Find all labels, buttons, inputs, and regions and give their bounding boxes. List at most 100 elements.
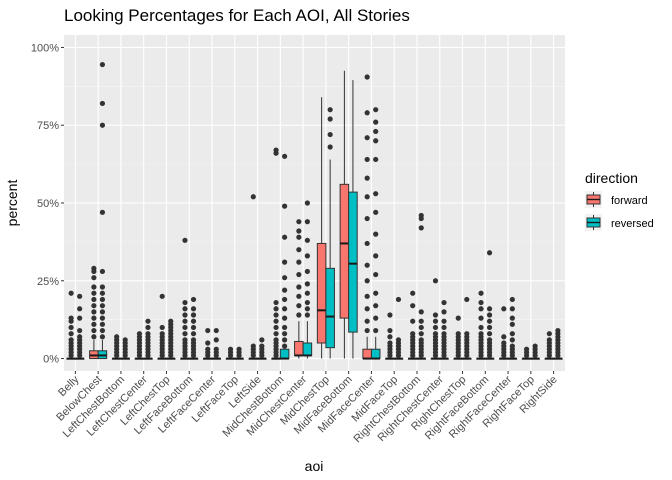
- outlier-point: [304, 299, 310, 306]
- outlier-point: [91, 284, 97, 290]
- box-forward: [111, 334, 122, 360]
- outlier-point: [364, 194, 370, 200]
- box-reversed: [416, 212, 427, 360]
- outlier-point: [364, 110, 370, 116]
- outlier-point: [182, 306, 188, 312]
- outlier-point: [441, 324, 447, 331]
- outlier-point: [418, 309, 424, 315]
- outlier-point: [273, 337, 279, 343]
- outlier-point: [273, 312, 279, 318]
- outlier-point: [373, 138, 379, 144]
- outlier-point: [77, 315, 83, 321]
- outlier-point: [464, 296, 470, 303]
- outlier-point: [77, 293, 83, 299]
- outlier-point: [77, 334, 83, 340]
- box-forward: [499, 306, 509, 360]
- outlier-point: [273, 318, 279, 324]
- box-reversed: [143, 318, 153, 360]
- outlier-point: [91, 315, 97, 321]
- outlier-point: [432, 278, 439, 284]
- outlier-point: [91, 327, 97, 334]
- outlier-point: [159, 293, 165, 299]
- box-reversed: [97, 61, 108, 360]
- outlier-point: [387, 327, 393, 334]
- outlier-point: [296, 293, 302, 299]
- outlier-point: [99, 334, 106, 340]
- outlier-point: [509, 315, 515, 321]
- outlier-point: [296, 228, 302, 234]
- y-axis: 0% 25% 50% 75% 100%: [31, 42, 64, 366]
- outlier-point: [296, 234, 302, 240]
- outlier-point: [182, 318, 188, 324]
- outlier-point: [509, 331, 515, 337]
- outlier-point: [523, 346, 530, 352]
- box-layer: [66, 61, 563, 360]
- outlier-point: [464, 331, 470, 337]
- outlier-point: [190, 296, 197, 303]
- outlier-point: [501, 306, 507, 312]
- outlier-point: [259, 343, 265, 349]
- box-rect: [339, 183, 350, 319]
- legend-item-forward: forward: [585, 191, 648, 208]
- outlier-point: [282, 296, 288, 303]
- outlier-point: [364, 240, 370, 247]
- box-reversed: [302, 200, 313, 359]
- outlier-point: [282, 234, 288, 240]
- outlier-point: [486, 331, 493, 337]
- box-reversed: [257, 337, 267, 360]
- outlier-point: [296, 271, 302, 278]
- box-forward: [430, 278, 441, 360]
- outlier-point: [282, 343, 288, 349]
- legend-label: forward: [611, 195, 648, 207]
- legend-items: forward reversed: [585, 191, 654, 231]
- legend-title: direction: [585, 170, 638, 186]
- outlier-point: [282, 275, 288, 281]
- outlier-point: [190, 312, 197, 318]
- outlier-point: [373, 315, 379, 321]
- outlier-point: [327, 116, 333, 122]
- outlier-point: [486, 306, 493, 312]
- y-axis-title: percent: [4, 180, 20, 227]
- outlier-point: [410, 318, 416, 324]
- outlier-point: [441, 331, 447, 337]
- y-tick-label: 100%: [31, 42, 59, 54]
- outlier-point: [77, 306, 83, 312]
- outlier-point: [373, 128, 379, 135]
- box-rect: [348, 191, 358, 333]
- outlier-point: [304, 306, 310, 312]
- outlier-point: [259, 337, 265, 343]
- outlier-point: [273, 299, 279, 306]
- box-forward: [476, 290, 486, 360]
- outlier-point: [182, 312, 188, 318]
- outlier-point: [282, 315, 288, 321]
- outlier-point: [418, 212, 424, 219]
- box-forward: [407, 290, 418, 360]
- outlier-point: [213, 346, 219, 352]
- box-reversed: [211, 327, 222, 360]
- outlier-point: [418, 225, 424, 231]
- outlier-point: [555, 327, 561, 334]
- outlier-point: [364, 175, 370, 181]
- outlier-point: [486, 324, 493, 331]
- outlier-point: [373, 327, 379, 334]
- outlier-point: [282, 203, 288, 209]
- outlier-point: [546, 337, 552, 343]
- outlier-point: [145, 324, 151, 331]
- outlier-point: [236, 346, 242, 352]
- outlier-point: [486, 337, 493, 343]
- outlier-point: [296, 219, 302, 225]
- x-axis-title: aoi: [305, 458, 324, 474]
- outlier-point: [205, 346, 211, 352]
- outlier-point: [91, 296, 97, 303]
- outlier-point: [68, 324, 74, 331]
- outlier-point: [282, 287, 288, 293]
- outlier-point: [304, 237, 310, 243]
- outlier-point: [91, 309, 97, 315]
- outlier-point: [478, 315, 484, 321]
- box-reversed: [279, 153, 290, 360]
- outlier-point: [441, 309, 447, 315]
- y-tick-label: 75%: [37, 120, 59, 132]
- outlier-point: [509, 296, 515, 303]
- outlier-point: [364, 262, 370, 268]
- box-forward: [248, 194, 259, 360]
